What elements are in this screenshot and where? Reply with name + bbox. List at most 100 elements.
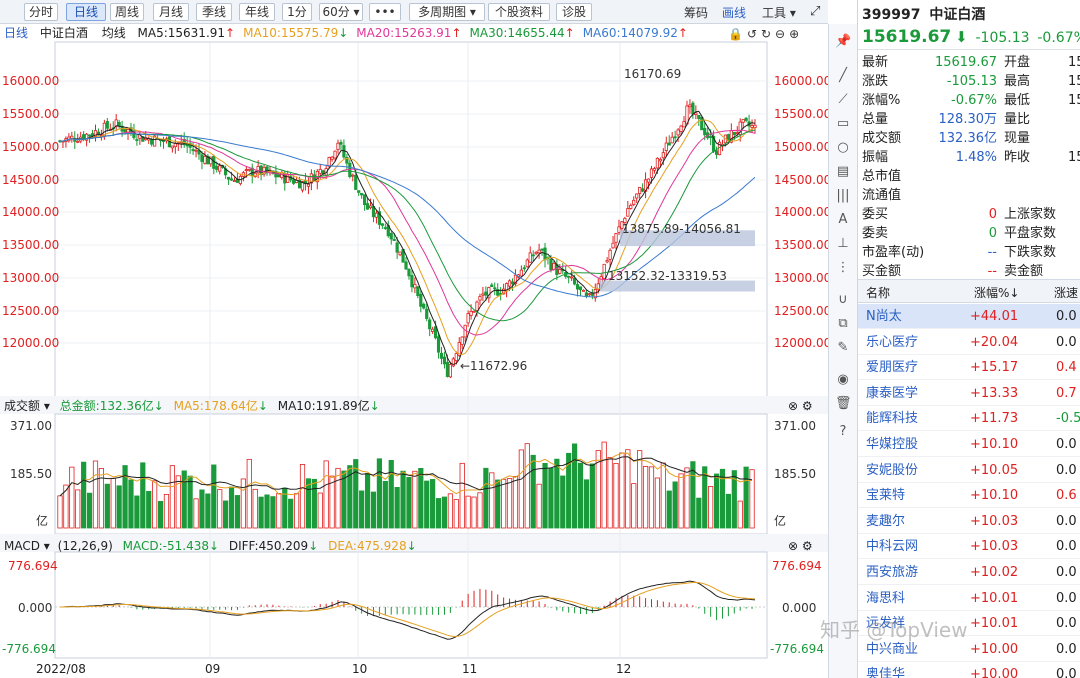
volume-bar [228, 486, 235, 529]
list-item-name: 康泰医学 [866, 385, 919, 401]
list-item-speed: -0.5 [1056, 411, 1080, 427]
more-periods-button[interactable]: ••• [369, 3, 401, 21]
list-item[interactable]: 安妮股份 +10.05 0.0 [858, 458, 1080, 483]
list-item-name: 麦趣尔 [866, 513, 906, 529]
candle-body [292, 179, 296, 184]
draw-line-button[interactable]: 画线 [722, 6, 747, 20]
list-header-pct[interactable]: 涨幅%↓ [974, 286, 1020, 300]
list-item[interactable]: 西安旅游 +10.02 0.0 [858, 560, 1080, 585]
list-item[interactable]: 宝莱特 +10.10 0.6 [858, 483, 1080, 509]
volume-bar [424, 480, 430, 529]
chart-kind[interactable]: 均线 [101, 26, 126, 40]
tab-quarterly[interactable]: 季线 [196, 3, 232, 21]
tab-monthly[interactable]: 月线 [153, 3, 189, 21]
text-tool-icon[interactable]: A [838, 212, 848, 227]
volume-bar [648, 466, 655, 529]
trash-icon[interactable]: 🗑 [835, 396, 852, 411]
candle-body [507, 280, 512, 287]
channel-tool-icon[interactable]: ▤ [836, 164, 850, 179]
list-item[interactable]: 乐心医疗 +20.04 0.0 [858, 330, 1080, 355]
candle-body [475, 301, 479, 311]
list-item[interactable]: 海思科 +10.01 0.0 [858, 586, 1080, 611]
list-item[interactable]: 奥佳华 +10.00 0.0 [858, 662, 1080, 678]
volume-bar [719, 468, 726, 529]
macd-axis-bottom-right: -776.694 [770, 642, 824, 656]
line-tool-icon[interactable]: ╱ [839, 68, 847, 83]
bars-tool-icon[interactable]: ||| [836, 188, 850, 203]
eye-icon[interactable]: ◉ [837, 372, 849, 387]
macd-legend: MACD ▾ (12,26,9) MACD:-51.438↓ DIFF:450.… [4, 538, 828, 554]
pin-icon[interactable]: 📌 [835, 34, 852, 49]
candle-body [404, 261, 408, 270]
macd-close-icon[interactable]: ⊗ ⚙ [788, 539, 813, 553]
volume-bar [223, 500, 229, 529]
candle-body [611, 242, 615, 249]
list-item-speed: 0.0 [1056, 667, 1077, 678]
list-item[interactable]: 中科云网 +10.03 0.0 [858, 534, 1080, 560]
measure-tool-icon[interactable]: ⊥ [837, 236, 849, 251]
candle-body [300, 181, 305, 191]
list-item[interactable]: 中兴商业 +10.00 0.0 [858, 637, 1080, 662]
dots-tool-icon[interactable]: ⋮ [836, 260, 850, 275]
candle-body [531, 254, 535, 257]
circle-tool-icon[interactable]: ○ [837, 140, 849, 155]
rect-tool-icon[interactable]: ▭ [836, 116, 850, 131]
volume-bar [512, 476, 519, 529]
list-item[interactable]: 康泰医学 +13.33 0.7 [858, 381, 1080, 406]
stock-info-button[interactable]: 个股资料 [488, 3, 550, 21]
list-item[interactable]: N尚太 +44.01 0.0 [858, 304, 1080, 329]
tab-1min[interactable]: 1分 [282, 3, 312, 21]
magnet-icon[interactable]: ∪ [838, 292, 848, 307]
multi-period-button[interactable]: 多周期图 ▾ [409, 3, 485, 21]
tools-menu[interactable]: 工具 ▾ [762, 6, 796, 20]
volume-bar [625, 449, 631, 529]
tab-fenshi[interactable]: 分时 [24, 3, 58, 21]
chart-controls[interactable]: 🔒↺↻⊖⊕ [728, 27, 804, 41]
list-header-speed[interactable]: 涨速 [1054, 286, 1079, 300]
candle-body [297, 179, 302, 189]
copy-icon[interactable]: ⧉ [838, 316, 848, 331]
tab-yearly[interactable]: 年线 [239, 3, 275, 21]
volume-close-icon[interactable]: ⊗ ⚙ [788, 399, 813, 413]
macd-title[interactable]: MACD ▾ [4, 539, 50, 553]
candle-body [247, 168, 251, 171]
quote-value: 0 [988, 226, 997, 241]
volume-bar [524, 443, 530, 529]
edit-icon[interactable]: ✎ [837, 340, 849, 355]
quote-value: 0 [988, 207, 997, 222]
quote-value-2: 15 [1068, 93, 1080, 108]
fullscreen-icon[interactable]: ⤢ [810, 4, 821, 19]
list-item-pct: +20.04 [970, 334, 1019, 350]
chips-button[interactable]: 筹码 [684, 6, 709, 20]
list-item[interactable]: 华媒控股 +10.10 0.0 [858, 432, 1080, 457]
candle-body [534, 251, 538, 255]
candle-body [363, 194, 367, 206]
help-icon[interactable]: ? [839, 424, 847, 439]
volume-bar [264, 494, 270, 529]
list-item[interactable]: 爱朋医疗 +15.17 0.4 [858, 355, 1080, 381]
volume-bar [506, 478, 513, 529]
support-zone [600, 280, 755, 292]
diagnose-button[interactable]: 诊股 [556, 3, 592, 21]
tab-daily[interactable]: 日线 [66, 3, 106, 21]
volume-bar [364, 473, 371, 529]
list-header-name[interactable]: 名称 [866, 286, 891, 300]
candle-body [448, 364, 452, 378]
quote-label: 总市值 [862, 169, 902, 184]
list-item[interactable]: 能辉科技 +11.73 -0.5 [858, 406, 1080, 432]
candle-body [354, 174, 358, 190]
volume-bar [430, 479, 436, 529]
ma-legend-arrow-2: ↑ [451, 26, 462, 40]
period-select[interactable]: 60分 ▾ [319, 3, 363, 21]
volume-title[interactable]: 成交额 ▾ [4, 399, 50, 413]
candle-body [709, 136, 713, 138]
volume-bar [642, 465, 649, 529]
candle-body [478, 296, 482, 301]
segment-tool-icon[interactable]: ⟋ [838, 92, 848, 107]
list-item[interactable]: 麦趣尔 +10.03 0.0 [858, 509, 1080, 534]
candle-body [380, 223, 384, 226]
tab-weekly[interactable]: 周线 [110, 3, 144, 21]
chart-area[interactable] [0, 24, 828, 678]
candle-body [540, 248, 544, 251]
list-item[interactable]: 远发祥 +10.01 0.0 [858, 611, 1080, 637]
